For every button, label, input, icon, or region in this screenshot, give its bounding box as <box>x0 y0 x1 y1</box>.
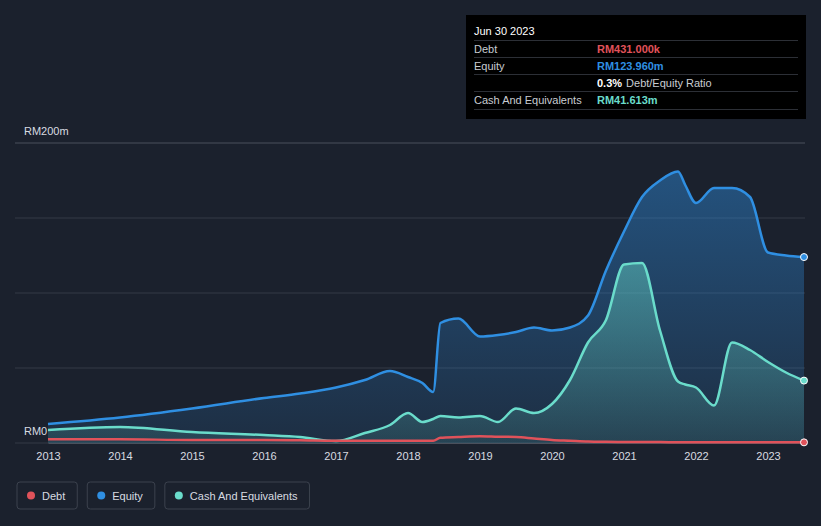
tooltip-separator <box>474 40 798 41</box>
tooltip-label: Cash And Equivalents <box>474 94 582 106</box>
x-tick: 2016 <box>252 443 276 462</box>
tooltip: Jun 30 2023 Debt RM431.000k Equity RM123.960… <box>466 15 806 119</box>
x-tick-label: 2014 <box>108 450 132 462</box>
x-tick: 2019 <box>468 443 492 462</box>
x-tick: 2017 <box>324 443 348 462</box>
x-tick-label: 2022 <box>684 450 708 462</box>
x-tick: 2020 <box>540 443 564 462</box>
background <box>0 0 821 526</box>
x-tick-label: 2023 <box>756 450 780 462</box>
end-point <box>801 439 808 446</box>
tooltip-separator <box>474 74 798 75</box>
legend-label: Cash And Equivalents <box>190 490 298 502</box>
x-tick-label: 2021 <box>612 450 636 462</box>
tooltip-date: Jun 30 2023 <box>474 25 535 37</box>
line <box>48 436 804 442</box>
x-tick: 2022 <box>684 443 708 462</box>
tooltip-separator <box>474 109 798 110</box>
tooltip-separator <box>474 57 798 58</box>
y-axis: RM0 RM200m <box>15 125 69 443</box>
legend-item: Equity <box>87 482 155 509</box>
tooltip-box <box>466 15 806 119</box>
legend-label: Equity <box>112 490 143 502</box>
legend-item: Debt <box>17 482 77 509</box>
x-tick-label: 2015 <box>180 450 204 462</box>
tooltip-label: Equity <box>474 60 505 72</box>
x-tick: 2018 <box>396 443 420 462</box>
legend-box <box>87 482 155 509</box>
legend-swatch <box>27 492 35 500</box>
y-tick: RM200m <box>15 125 69 143</box>
x-tick-label: 2018 <box>396 450 420 462</box>
x-tick-label: 2020 <box>540 450 564 462</box>
area <box>48 263 804 443</box>
x-tick-label: 2016 <box>252 450 276 462</box>
tooltip-separator <box>474 91 798 92</box>
tooltip-value: 0.3% <box>597 77 622 89</box>
y-tick: RM0 <box>15 425 47 443</box>
y-tick-label: RM200m <box>24 125 69 137</box>
grid <box>15 143 805 443</box>
line <box>48 263 804 441</box>
legend-item: Cash And Equivalents <box>165 482 310 509</box>
tooltip-value: RM431.000k <box>597 43 661 55</box>
end-point <box>801 377 808 384</box>
tooltip-label: Debt/Equity Ratio <box>626 77 712 89</box>
x-tick: 2021 <box>612 443 636 462</box>
area <box>48 172 804 444</box>
chart: RM0 RM200m 2013 2014 2015 2016 2017 2018 2019 202… <box>0 0 821 526</box>
x-tick: 2014 <box>108 443 132 462</box>
x-axis: 2013 2014 2015 2016 2017 2018 2019 2020 2021 2022… <box>36 443 804 462</box>
x-tick-label: 2013 <box>36 450 60 462</box>
tooltip-value: RM123.960m <box>597 60 664 72</box>
x-tick: 2013 <box>36 443 60 462</box>
legend-label: Debt <box>42 490 65 502</box>
x-tick-label: 2019 <box>468 450 492 462</box>
end-point <box>801 254 808 261</box>
legend-box <box>17 482 77 509</box>
legend-swatch <box>97 492 105 500</box>
legend: Debt Equity Cash And Equivalents <box>17 482 309 509</box>
x-tick: 2023 <box>756 443 780 462</box>
x-tick: 2015 <box>180 443 204 462</box>
tooltip-value: RM41.613m <box>597 94 658 106</box>
legend-box <box>165 482 310 509</box>
grid-line <box>15 143 805 144</box>
tooltip-label: Debt <box>474 43 497 55</box>
x-tick-label: 2017 <box>324 450 348 462</box>
plot-area <box>48 172 808 446</box>
legend-swatch <box>175 492 183 500</box>
y-tick-label: RM0 <box>24 425 47 437</box>
